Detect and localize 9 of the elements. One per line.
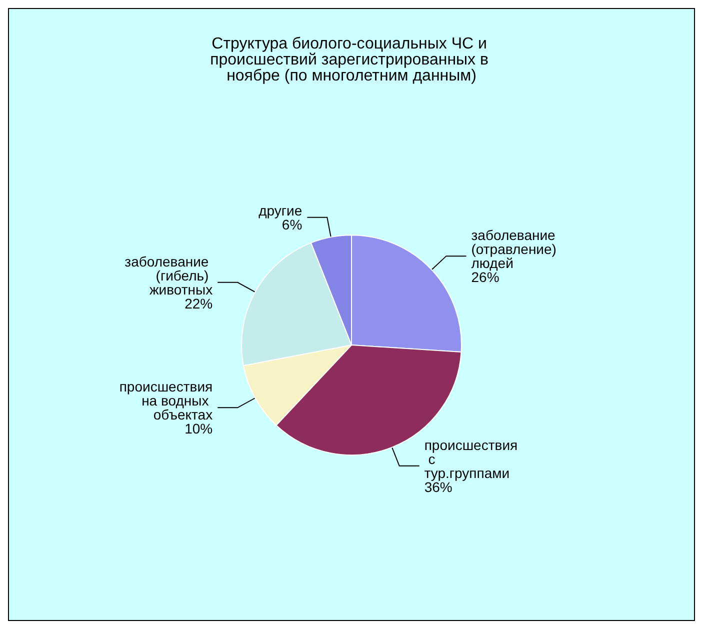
slice-label: происшествия на водных объектах — [119, 378, 213, 423]
slice-label: заболевание (гибель) животных — [124, 253, 213, 298]
data-label: 6% — [282, 216, 302, 232]
slice-label: заболевание (отравление) людей — [471, 227, 560, 272]
chart-title: Структура биолого-социальных ЧС и происшествий зарегистрированных в ноябре (по многолетним данным) — [210, 36, 493, 84]
data-label: 10% — [184, 420, 213, 437]
data-label: 22% — [184, 295, 213, 312]
slice-label: происшествия с тур.группами — [424, 436, 518, 481]
slice-label: другие — [258, 202, 302, 218]
